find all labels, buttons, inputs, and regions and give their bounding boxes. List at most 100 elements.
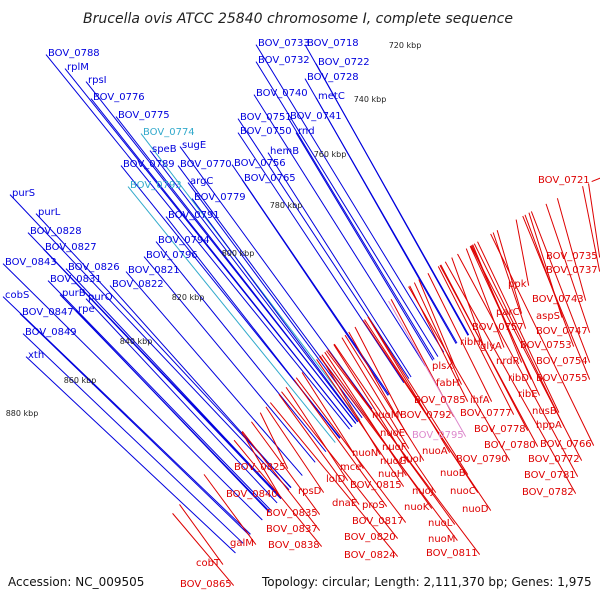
- gene-label: nuoG: [380, 456, 407, 467]
- connector-line: [427, 273, 493, 402]
- gene-label: BOV_0747: [536, 326, 588, 337]
- position-labels: 720 kbp 740 kbp 760 kbp 780 kbp 800 kbp 820 k…: [6, 41, 422, 418]
- label-connector-lines: [2, 44, 600, 586]
- gene-label: BOV_0733: [258, 38, 310, 49]
- gene-label: BOV_0721: [538, 175, 590, 186]
- connector-line: [588, 183, 600, 258]
- gene-label: BOV_0849: [25, 327, 77, 338]
- connector-line: [285, 386, 349, 481]
- gene-label: BOV_0843: [5, 257, 57, 268]
- gene-label: BOV_0838: [268, 540, 320, 551]
- gene-label: ihfA: [470, 395, 490, 406]
- connector-line: [269, 402, 399, 557]
- connector-line: [45, 54, 350, 430]
- gene-label: purS: [12, 188, 35, 199]
- gene-label: BOV_0828: [30, 226, 82, 237]
- gene-label: parC: [496, 307, 520, 318]
- connector-line: [530, 211, 591, 363]
- connector-line: [179, 504, 224, 565]
- gene-label: BOV_0757: [472, 322, 524, 333]
- connector-line: [315, 63, 469, 336]
- gene-label: nuoE: [380, 428, 405, 439]
- connector-line: [333, 343, 437, 493]
- gene-label: glyA: [480, 341, 502, 352]
- gene-label: proS: [362, 500, 385, 511]
- kbp-label: 880 kbp: [6, 409, 39, 418]
- gene-label: xth: [28, 350, 44, 361]
- gene-label: metC: [318, 91, 345, 102]
- kbp-label: 760 kbp: [314, 150, 347, 159]
- gene-label: nuoD: [462, 504, 489, 515]
- connector-line: [444, 261, 577, 494]
- kbp-label: 720 kbp: [389, 41, 422, 50]
- connector-line: [75, 310, 270, 513]
- connector-line: [2, 263, 263, 521]
- connector-line: [319, 356, 458, 541]
- gene-label: speB: [152, 144, 177, 155]
- connector-line: [295, 377, 407, 523]
- connector-line: [388, 300, 467, 437]
- connector-line: [241, 431, 321, 531]
- connector-line: [35, 213, 292, 488]
- gene-label: nuoH: [378, 469, 404, 480]
- connector-line: [473, 243, 565, 427]
- gene-label: lolD: [326, 474, 346, 485]
- gene-label: BOV_0792: [400, 410, 452, 421]
- connector-line: [187, 182, 363, 419]
- gene-label: nuoI: [400, 454, 422, 465]
- connector-line: [413, 282, 462, 385]
- connector-line: [522, 215, 591, 380]
- gene-label: BOV_0822: [112, 279, 164, 290]
- gene-label: ribE: [518, 389, 538, 400]
- connector-line: [22, 333, 244, 544]
- connector-line: [437, 266, 515, 415]
- gene-label: BOV_0835: [266, 508, 318, 519]
- kbp-label: 740 kbp: [354, 95, 387, 104]
- connector-line: [253, 94, 426, 367]
- gene-label: BOV_0831: [50, 274, 102, 285]
- gene-label: BOV_0794: [158, 235, 210, 246]
- connector-line: [237, 118, 410, 379]
- gene-label: BOV_0825: [234, 462, 286, 473]
- gene-label: rnd: [298, 126, 315, 137]
- gene-label: galM: [230, 538, 254, 549]
- connector-line: [241, 179, 389, 396]
- connector-line: [265, 406, 325, 493]
- connector-line: [281, 391, 399, 539]
- connector-line: [250, 421, 321, 515]
- connector-line: [408, 286, 511, 461]
- gene-label: BOV_0775: [118, 110, 170, 121]
- gene-label: BOV_0795: [412, 430, 464, 441]
- connector-line: [267, 152, 412, 378]
- gene-label: BOV_0824: [344, 550, 396, 561]
- gene-label: BOV_0741: [290, 111, 342, 122]
- gene-label: BOV_0737: [546, 265, 598, 276]
- gene-label: BOV_0820: [344, 532, 396, 543]
- connector-line: [255, 61, 439, 357]
- gene-label: nuoL: [428, 518, 453, 529]
- connector-line: [354, 326, 402, 417]
- gene-label: nuoA: [422, 446, 448, 457]
- gene-label: BOV_0788: [48, 48, 100, 59]
- connector-line: [165, 216, 341, 439]
- gene-label: mce: [340, 462, 361, 473]
- kbp-label: 840 kbp: [120, 337, 153, 346]
- connector-line: [321, 354, 433, 509]
- gene-label: BOV_0756: [234, 158, 286, 169]
- connector-line: [582, 186, 600, 272]
- connector-line: [155, 241, 327, 453]
- forward-gene-labels: BOV_0788 rplM rpsI BOV_0776 BOV_0775 BOV…: [5, 38, 370, 361]
- gene-label: BOV_0780: [484, 440, 536, 451]
- gene-label: BOV_0865: [180, 579, 232, 590]
- gene-label: purL: [38, 207, 61, 218]
- connector-line: [115, 116, 357, 424]
- gene-label: nuoJ: [412, 486, 434, 497]
- gene-label: BOV_0755: [536, 373, 588, 384]
- connector-line: [2, 296, 251, 535]
- gene-label: BOV_0740: [256, 88, 308, 99]
- gene-label: BOV_0776: [93, 92, 145, 103]
- gene-label: purQ: [88, 292, 113, 303]
- gene-label: nuoB: [440, 468, 466, 479]
- gene-label: hemB: [270, 146, 299, 157]
- gene-label: plsX: [432, 361, 453, 372]
